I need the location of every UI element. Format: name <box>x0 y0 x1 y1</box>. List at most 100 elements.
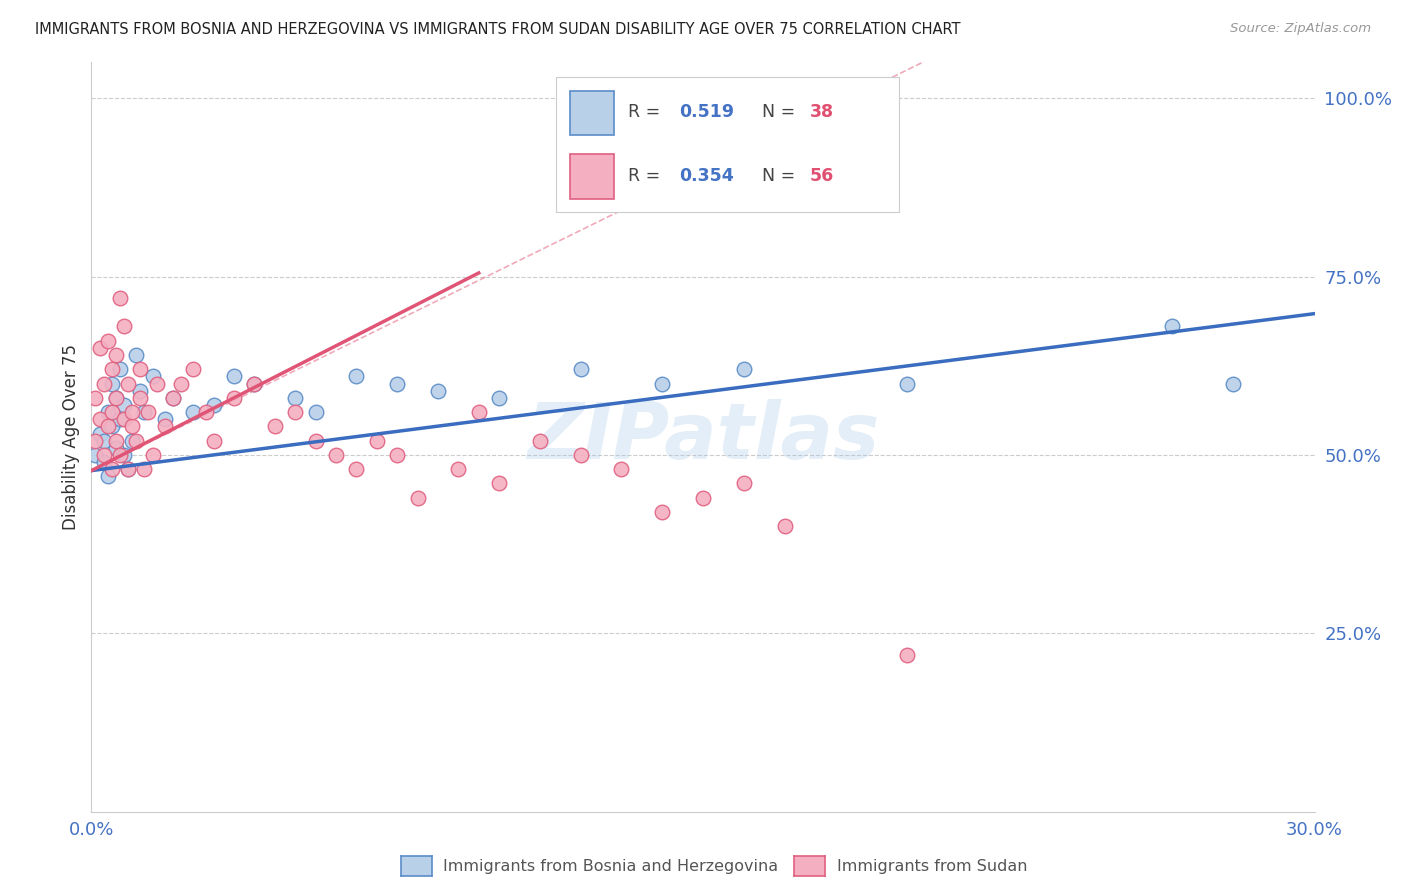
Point <box>447 462 470 476</box>
Point <box>101 376 124 391</box>
Point <box>346 369 368 384</box>
Point <box>101 362 124 376</box>
Point <box>134 405 156 419</box>
Point <box>112 448 135 462</box>
Point <box>170 376 193 391</box>
Point <box>243 376 266 391</box>
Point <box>284 391 307 405</box>
Point <box>733 476 755 491</box>
Point <box>773 519 796 533</box>
Point <box>93 455 115 469</box>
Point <box>101 462 124 476</box>
Point <box>896 648 918 662</box>
Text: IMMIGRANTS FROM BOSNIA AND HERZEGOVINA VS IMMIGRANTS FROM SUDAN DISABILITY AGE O: IMMIGRANTS FROM BOSNIA AND HERZEGOVINA V… <box>35 22 960 37</box>
Point <box>162 391 184 405</box>
Point <box>108 448 131 462</box>
Point <box>117 462 139 476</box>
Point <box>385 448 409 462</box>
Point <box>651 505 673 519</box>
Point <box>651 376 673 391</box>
Point <box>162 391 184 405</box>
Point <box>101 405 124 419</box>
Point <box>93 448 115 462</box>
Point <box>121 405 143 419</box>
Point <box>141 448 163 462</box>
Point <box>569 362 592 376</box>
Point <box>304 434 326 448</box>
Point <box>153 419 176 434</box>
Text: Immigrants from Bosnia and Herzegovina: Immigrants from Bosnia and Herzegovina <box>443 859 778 873</box>
Point <box>427 384 450 398</box>
Point <box>112 398 135 412</box>
Point <box>284 405 307 419</box>
Point <box>84 391 107 405</box>
Point <box>112 412 135 426</box>
Point <box>733 362 755 376</box>
Text: Immigrants from Sudan: Immigrants from Sudan <box>837 859 1026 873</box>
Point <box>93 434 115 448</box>
Point <box>125 434 148 448</box>
Point <box>145 376 167 391</box>
Point <box>104 391 127 405</box>
Point <box>93 376 115 391</box>
Point <box>406 491 429 505</box>
Y-axis label: Disability Age Over 75: Disability Age Over 75 <box>62 344 80 530</box>
Point <box>104 348 127 362</box>
Point <box>97 469 120 483</box>
Point <box>108 412 131 426</box>
Point <box>89 341 111 355</box>
Point <box>222 369 246 384</box>
Point <box>97 419 120 434</box>
Point <box>346 462 368 476</box>
Point <box>125 348 148 362</box>
Point <box>610 462 633 476</box>
Point <box>194 405 217 419</box>
Point <box>121 419 143 434</box>
Point <box>84 434 107 448</box>
Point <box>97 334 120 348</box>
Point <box>129 362 152 376</box>
Point <box>385 376 409 391</box>
Point <box>104 434 127 448</box>
Point <box>112 319 135 334</box>
Point <box>1161 319 1184 334</box>
Point <box>89 426 111 441</box>
Point <box>896 376 918 391</box>
Point <box>183 362 205 376</box>
Point <box>243 376 266 391</box>
Point <box>222 391 246 405</box>
Point <box>138 405 160 419</box>
Point <box>89 412 111 426</box>
Point <box>117 462 139 476</box>
Point <box>134 462 156 476</box>
Text: Source: ZipAtlas.com: Source: ZipAtlas.com <box>1230 22 1371 36</box>
Point <box>304 405 326 419</box>
Point <box>141 369 163 384</box>
Point <box>264 419 287 434</box>
Point <box>202 398 225 412</box>
Point <box>183 405 205 419</box>
Point <box>488 476 510 491</box>
Point <box>153 412 176 426</box>
Point <box>325 448 347 462</box>
Point <box>104 391 127 405</box>
Point <box>108 362 131 376</box>
Point <box>129 391 152 405</box>
Point <box>108 291 131 305</box>
Point <box>1222 376 1244 391</box>
Point <box>488 391 510 405</box>
Point <box>467 405 491 419</box>
Point <box>529 434 551 448</box>
Point <box>84 448 107 462</box>
Point <box>692 491 714 505</box>
Point <box>117 376 139 391</box>
Point <box>129 384 152 398</box>
Point <box>104 441 127 455</box>
Point <box>366 434 388 448</box>
Point <box>97 405 120 419</box>
Point <box>101 419 124 434</box>
Point <box>569 448 592 462</box>
Point <box>121 434 143 448</box>
Text: ZIPatlas: ZIPatlas <box>527 399 879 475</box>
Point <box>202 434 225 448</box>
